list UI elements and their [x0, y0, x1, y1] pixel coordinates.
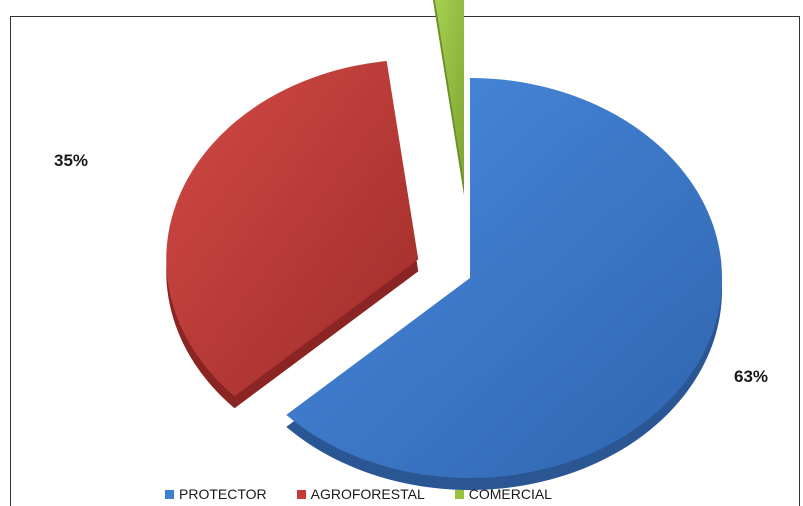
pie-slice-agroforestal	[166, 60, 419, 397]
legend-label-comercial: COMERCIAL	[468, 486, 552, 502]
legend-swatch-agroforestal	[296, 489, 306, 499]
legend-item-protector: PROTECTOR	[165, 486, 267, 502]
pie-slice-comercial	[434, 0, 465, 184]
data-label-protector: 63%	[734, 367, 768, 386]
legend-swatch-protector	[165, 489, 174, 499]
pie-slice-protector	[286, 78, 722, 478]
legend-label-agroforestal: AGROFORESTAL	[310, 486, 425, 502]
legend: PROTECTOR AGROFORESTAL COMERCIAL	[165, 486, 552, 502]
legend-label-protector: PROTECTOR	[179, 486, 267, 502]
data-label-agroforestal: 35%	[54, 151, 88, 170]
legend-item-agroforestal: AGROFORESTAL	[296, 486, 425, 502]
legend-item-comercial: COMERCIAL	[454, 486, 552, 502]
legend-swatch-comercial	[454, 489, 464, 499]
